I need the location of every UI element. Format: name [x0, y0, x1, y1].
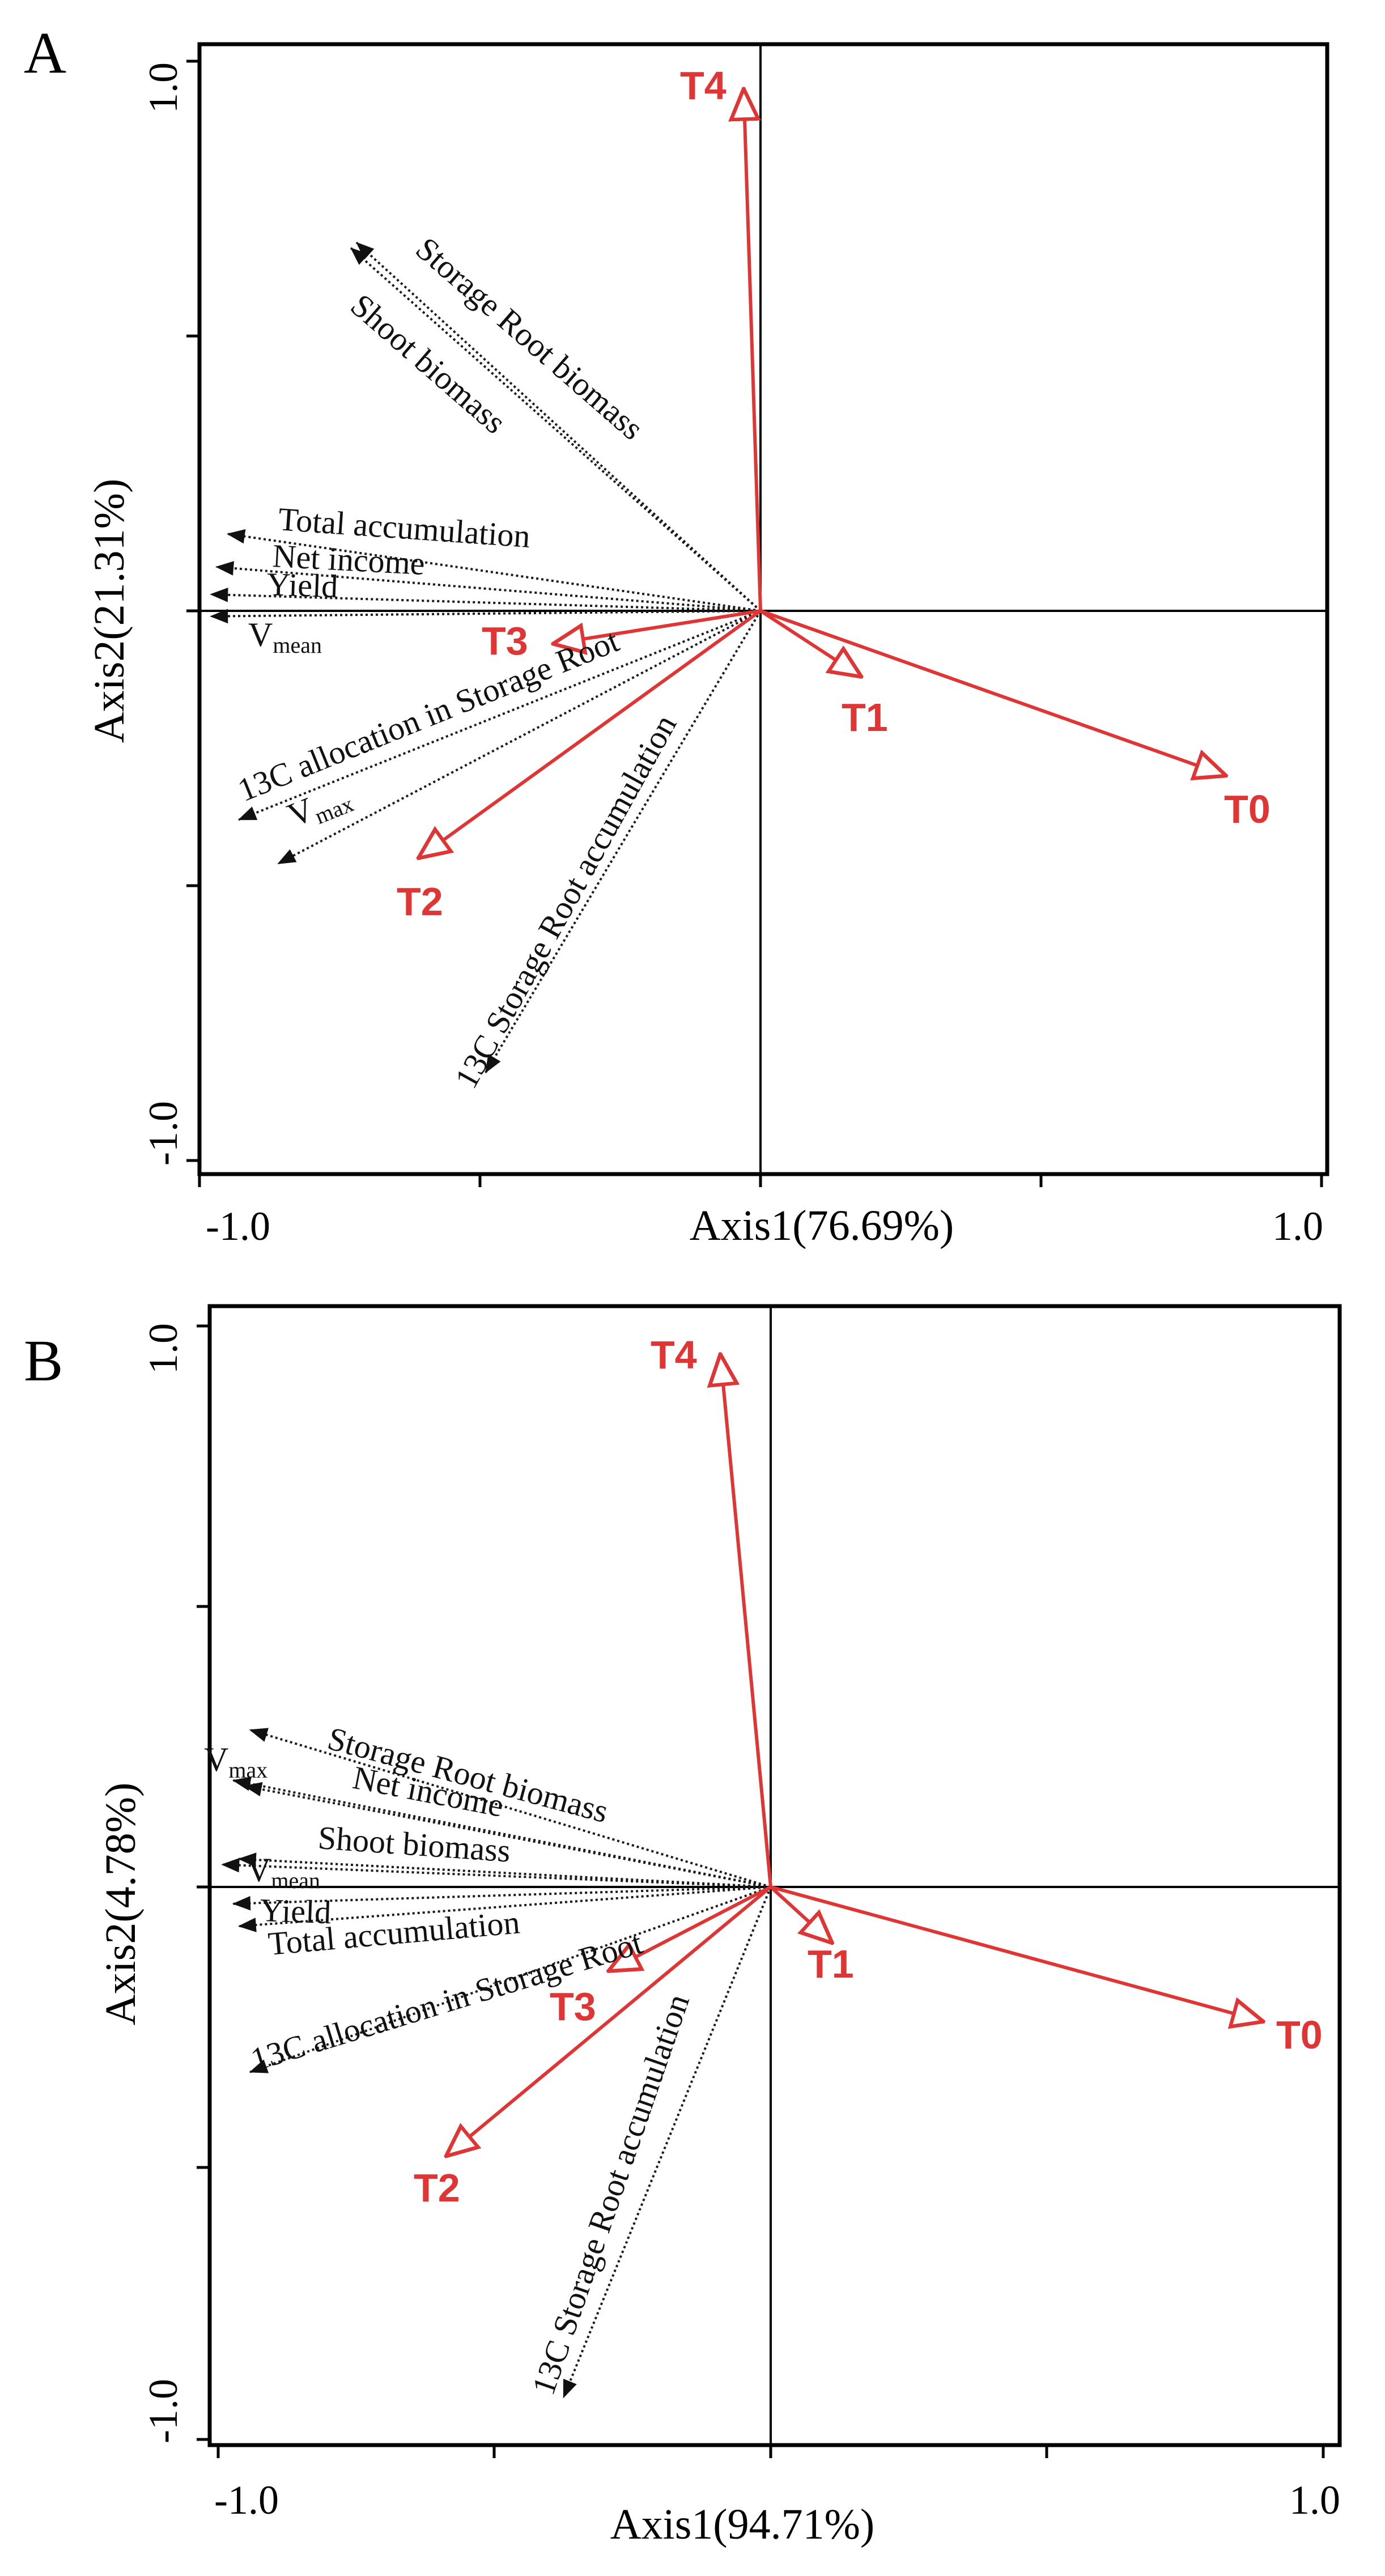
- x-axis-label-a: Axis1(76.69%): [690, 1202, 954, 1249]
- var-label-vmax-b: Vmax: [204, 1741, 267, 1783]
- treatment-label-t3-b: T3: [550, 1984, 596, 2029]
- treatment-arrow-t0-a: [759, 609, 1226, 776]
- treatment-arrow-t4-a: [744, 89, 762, 611]
- y-axis-label-a: Axis2(21.31%): [86, 479, 133, 743]
- variable-arrows-a: [210, 241, 762, 1074]
- panel-a: A -1.0 1.0 1.0 -1.0 Axis1(76.69%) Axis2(…: [24, 20, 1329, 1249]
- x-axis-label-b: Axis1(94.71%): [610, 2501, 875, 2548]
- treatment-arrow-t0-b: [770, 1885, 1263, 2022]
- treatment-labels-a: T4 T3 T1 T0 T2: [397, 63, 1271, 924]
- plot-frame-b: [207, 1304, 1342, 2447]
- var-label-yield-a: Yield: [266, 566, 339, 605]
- vmax-v-b: V: [204, 1741, 228, 1778]
- vmean-sub-b: mean: [271, 1868, 320, 1893]
- variable-arrow-shoot-biomass-a: [350, 247, 762, 612]
- treatment-labels-b: T4 T1 T3 T0 T2: [414, 1333, 1323, 2210]
- y-tick-label-b-top: 1.0: [141, 1323, 186, 1374]
- treatment-label-t2-a: T2: [397, 879, 443, 924]
- treatment-label-t0-b: T0: [1276, 2013, 1323, 2057]
- variable-arrow-v-max-a: [277, 610, 761, 865]
- y-tick-label-a-bottom: -1.0: [141, 1101, 186, 1166]
- variable-labels-a: Storage Root biomass Shoot biomass Total…: [233, 230, 684, 1095]
- x-tick-label-a-right: 1.0: [1272, 1204, 1323, 1249]
- variable-arrows-b: [221, 1728, 772, 2399]
- vmean-v-a: V: [248, 616, 273, 653]
- vmax-sub-b: max: [228, 1757, 267, 1783]
- variable-arrow-storage-root-biomass-a: [355, 241, 762, 612]
- treatment-arrow-t2-a: [418, 609, 762, 858]
- vmean-sub-a: mean: [273, 632, 322, 658]
- treatment-label-t0-a: T0: [1224, 787, 1271, 831]
- var-label-shoot-biomass-b: Shoot biomass: [317, 1819, 512, 1869]
- treatment-arrow-t1-a: [759, 609, 861, 677]
- variable-labels-b: Storage Root biomass Vmax Net income Sho…: [204, 1720, 696, 2399]
- treatment-arrow-t3-b: [608, 1885, 772, 1971]
- treatment-label-t3-a: T3: [482, 619, 528, 663]
- var-label-storage-root-biomass-a: Storage Root biomass: [409, 230, 651, 447]
- treatment-label-t2-b: T2: [414, 2166, 460, 2210]
- treatment-arrow-t4-b: [720, 1354, 772, 1888]
- treatment-label-t4-b: T4: [651, 1333, 697, 1377]
- plot-frame-a: [197, 42, 1329, 1176]
- panel-letter-b: B: [24, 1328, 63, 1393]
- treatment-arrows-a: [418, 89, 1226, 858]
- x-tick-label-a-left: -1.0: [206, 1204, 270, 1249]
- treatment-arrows-b: [446, 1354, 1263, 2157]
- ticks-b: [197, 1324, 1325, 2458]
- vmax-sub-a: max: [311, 791, 357, 830]
- y-tick-label-a-top: 1.0: [141, 62, 186, 113]
- var-label-net-income-a: Net income: [271, 537, 426, 582]
- variable-arrow-total-accumulation-b: [237, 1886, 771, 1932]
- var-label-yield-b: Yield: [260, 1891, 332, 1931]
- variable-arrow-13c-allocation-in-storage-root-a: [237, 610, 761, 821]
- var-label-13c-accumulation-a: 13C Storage Root accumulation: [448, 708, 684, 1094]
- variable-arrow-13c-storage-root-accumulation-b: [562, 1886, 772, 2399]
- x-tick-label-b-right: 1.0: [1289, 2477, 1340, 2523]
- variable-arrow-net-income-a: [215, 561, 761, 612]
- x-tick-label-b-left: -1.0: [214, 2477, 279, 2523]
- variable-arrow-storage-root-biomass-b: [249, 1728, 771, 1888]
- treatment-label-t4-a: T4: [680, 63, 727, 108]
- treatment-arrow-t1-b: [769, 1885, 832, 1943]
- var-label-13c-accumulation-b: 13C Storage Root accumulation: [525, 1990, 696, 2399]
- treatment-arrow-t3-a: [553, 609, 761, 644]
- treatment-label-t1-b: T1: [808, 1942, 854, 1986]
- panel-b: B -1.0 1.0 1.0 -1.0 Axis1(94.71%) Axis2(…: [24, 1304, 1342, 2548]
- panel-letter-a: A: [24, 20, 66, 86]
- var-label-vmean-b: Vmean: [247, 1851, 320, 1893]
- treatment-arrow-t2-b: [446, 1885, 772, 2156]
- y-tick-label-b-bottom: -1.0: [141, 2379, 186, 2443]
- y-axis-label-b: Axis2(4.78%): [97, 1783, 145, 2026]
- var-label-vmean-a: Vmean: [248, 616, 322, 658]
- ticks-a: [186, 59, 1323, 1187]
- vmean-v-b: V: [247, 1851, 271, 1889]
- variable-arrow-13c-allocation-in-storage-root-b: [249, 1886, 771, 2073]
- treatment-label-t1-a: T1: [842, 695, 888, 739]
